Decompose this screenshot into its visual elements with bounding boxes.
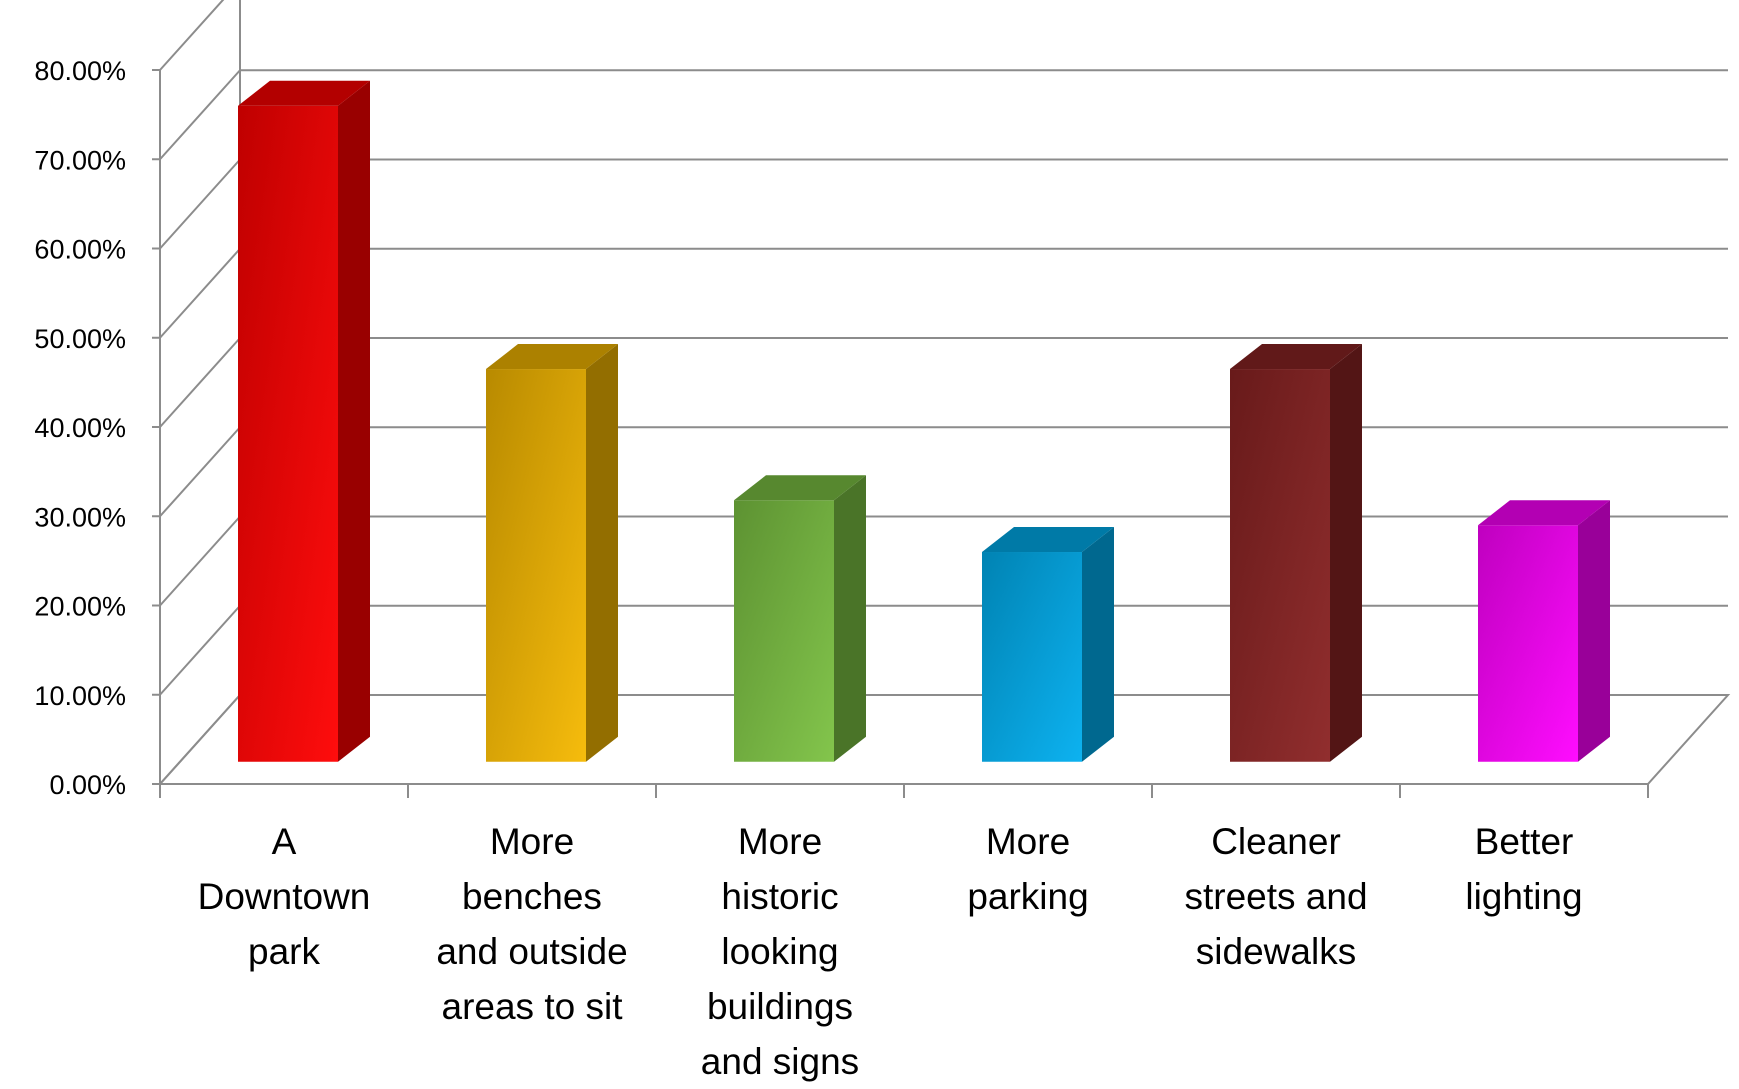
- bar: [238, 80, 370, 762]
- gridline-side: [159, 515, 241, 607]
- x-category-label: More benches and outside areas to sit: [416, 814, 648, 1034]
- axes: [152, 0, 1649, 798]
- gridline-side: [159, 0, 225, 71]
- x-category-label-line: More: [737, 821, 823, 862]
- y-tick-label: 40.00%: [34, 413, 126, 443]
- x-category-label-line: historic: [721, 876, 839, 917]
- gridline-side: [159, 69, 241, 160]
- bar-front: [734, 500, 834, 762]
- gridline-side: [159, 426, 241, 517]
- gridline-side: [159, 605, 241, 696]
- y-tick-label: 70.00%: [34, 145, 126, 175]
- x-category-label: More historic looking buildings and signs: [664, 814, 896, 1089]
- x-category-label-line: sidewalks: [1195, 931, 1357, 972]
- x-category-label-line: parking: [967, 876, 1089, 917]
- y-tick-label: 60.00%: [34, 235, 126, 265]
- bar-top: [1478, 500, 1610, 526]
- x-category-label-line: More: [985, 821, 1071, 862]
- y-tick-label: 20.00%: [34, 592, 126, 622]
- x-category-label-line: Downtown: [197, 876, 371, 917]
- y-tick-label: 80.00%: [34, 56, 126, 86]
- x-category-label-line: looking: [721, 931, 839, 972]
- gridline-side: [159, 694, 241, 785]
- y-tick-labels: 0.00% 10.00% 20.00% 30.00% 40.00% 50.00% 60.00…: [34, 56, 126, 800]
- bar: [1478, 500, 1610, 762]
- x-category-label-line: streets and: [1184, 876, 1368, 917]
- bar-top: [734, 475, 866, 501]
- x-category-label-line: and signs: [700, 1041, 860, 1082]
- bar-side: [1330, 344, 1362, 762]
- x-category-label: Cleaner streets and sidewalks: [1160, 814, 1392, 979]
- bar-side: [1082, 527, 1114, 762]
- gridline-side: [159, 158, 241, 250]
- bar: [486, 344, 618, 762]
- x-category-label-line: benches: [462, 876, 602, 917]
- bar-front: [982, 552, 1082, 762]
- x-category-label-line: buildings: [706, 986, 854, 1027]
- bars: [238, 80, 1610, 762]
- bar: [982, 527, 1114, 762]
- bar: [734, 475, 866, 762]
- x-category-label: More parking: [912, 814, 1144, 924]
- gridline-side: [159, 248, 241, 339]
- bar-side: [338, 80, 370, 762]
- x-category-label: A Downtown park: [168, 814, 400, 979]
- x-category-label-line: and outside: [436, 931, 628, 972]
- x-category-label-line: Cleaner: [1211, 821, 1341, 862]
- y-tick-label: 0.00%: [49, 770, 126, 800]
- y-tick-label: 30.00%: [34, 502, 126, 532]
- bar-top: [982, 527, 1114, 553]
- y-tick-label: 50.00%: [34, 324, 126, 354]
- x-category-label-line: lighting: [1465, 876, 1583, 917]
- bar-top: [1230, 344, 1362, 370]
- x-category-label-line: More: [489, 821, 575, 862]
- bar-top: [486, 344, 618, 370]
- x-category-label-line: A: [271, 821, 297, 862]
- bar-front: [1478, 525, 1578, 762]
- gridline-side: [159, 337, 241, 428]
- x-category-label: Better lighting: [1408, 814, 1640, 924]
- bar-front: [486, 369, 586, 762]
- y-tick-label: 10.00%: [34, 681, 126, 711]
- x-category-label-line: park: [248, 931, 320, 972]
- bar-front: [238, 105, 338, 762]
- bar-side: [834, 475, 866, 762]
- bar-side: [586, 344, 618, 762]
- bar-top: [238, 80, 370, 106]
- bar: [1230, 344, 1362, 762]
- bar-side: [1578, 500, 1610, 762]
- x-category-label-line: areas to sit: [441, 986, 623, 1027]
- x-category-label-line: Better: [1474, 821, 1574, 862]
- bar-front: [1230, 369, 1330, 762]
